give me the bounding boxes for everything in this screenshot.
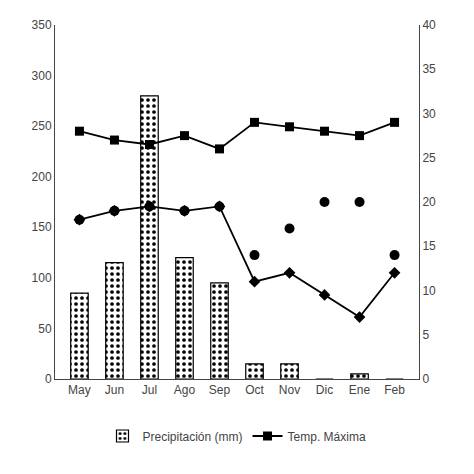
svg-text:0: 0	[422, 372, 429, 386]
svg-text:10: 10	[422, 284, 436, 298]
svg-text:Dic: Dic	[316, 383, 333, 397]
svg-text:40: 40	[422, 18, 436, 32]
svg-text:250: 250	[32, 119, 52, 133]
svg-text:Ago: Ago	[174, 383, 196, 397]
svg-text:Feb: Feb	[384, 383, 405, 397]
svg-text:300: 300	[32, 69, 52, 83]
svg-text:Temp. Máxima: Temp. Máxima	[288, 430, 366, 444]
svg-text:50: 50	[38, 322, 52, 336]
svg-text:Jun: Jun	[105, 383, 124, 397]
svg-text:May: May	[68, 383, 91, 397]
svg-text:200: 200	[32, 170, 52, 184]
svg-text:20: 20	[422, 195, 436, 209]
svg-text:Nov: Nov	[279, 383, 300, 397]
svg-text:Precipitación (mm): Precipitación (mm)	[143, 430, 243, 444]
svg-text:350: 350	[32, 18, 52, 32]
svg-text:Oct: Oct	[245, 383, 264, 397]
svg-text:5: 5	[422, 328, 429, 342]
svg-text:30: 30	[422, 107, 436, 121]
svg-text:Jul: Jul	[142, 383, 157, 397]
svg-text:35: 35	[422, 62, 436, 76]
svg-text:0: 0	[45, 372, 52, 386]
svg-text:15: 15	[422, 239, 436, 253]
svg-text:Ene: Ene	[349, 383, 371, 397]
svg-text:150: 150	[32, 220, 52, 234]
svg-text:100: 100	[32, 271, 52, 285]
svg-text:25: 25	[422, 151, 436, 165]
svg-text:Sep: Sep	[209, 383, 231, 397]
